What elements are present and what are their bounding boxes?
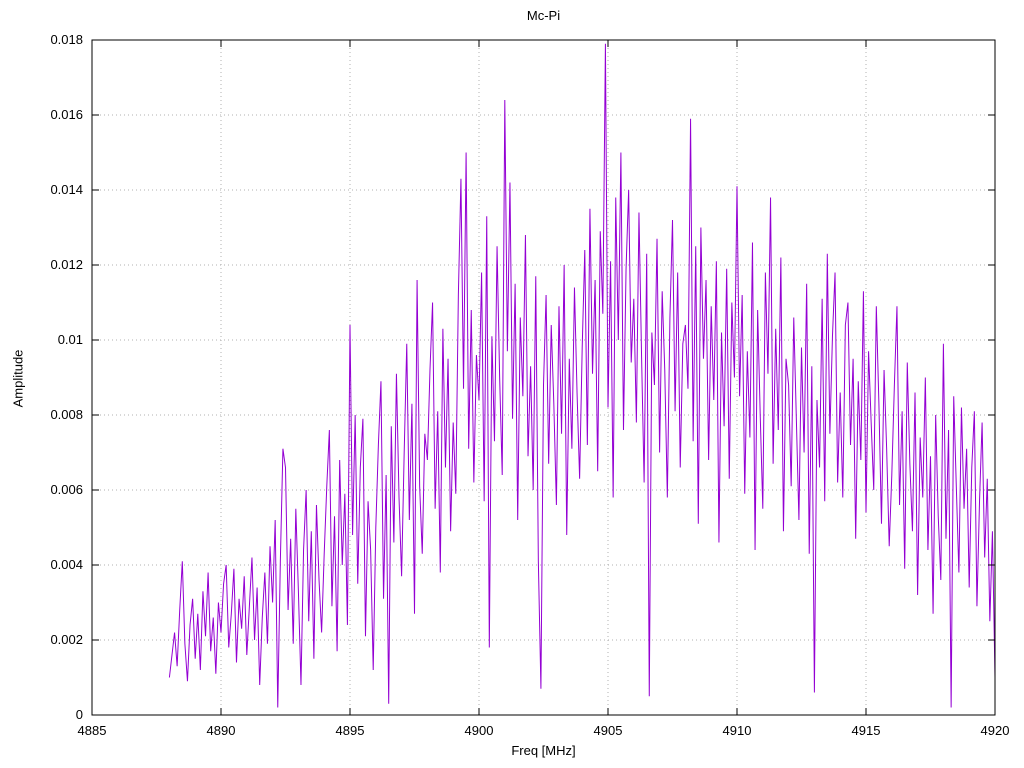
y-tick-label: 0.012 <box>50 257 83 272</box>
x-tick-label: 4900 <box>465 723 494 738</box>
y-tick-label: 0 <box>76 707 83 722</box>
y-tick-label: 0.01 <box>58 332 83 347</box>
x-tick-label: 4920 <box>981 723 1010 738</box>
chart-title: Mc-Pi <box>526 8 561 23</box>
data-line <box>168 43 996 708</box>
y-tick-label: 0.008 <box>50 407 83 422</box>
x-axis-label: Freq [MHz] <box>511 743 576 758</box>
plot-border <box>91 39 996 716</box>
x-tick-label: 4895 <box>336 723 365 738</box>
y-tick-label: 0.016 <box>50 107 83 122</box>
y-tick-label: 0.002 <box>50 632 83 647</box>
y-tick-label: 0.014 <box>50 182 83 197</box>
x-tick-label: 4905 <box>594 723 623 738</box>
x-tick-label: 4910 <box>723 723 752 738</box>
y-tick-label: 0.006 <box>50 482 83 497</box>
x-tick-label: 4915 <box>852 723 881 738</box>
y-axis-label: Amplitude <box>10 349 26 408</box>
y-tick-label: 0.004 <box>50 557 83 572</box>
x-tick-label: 4885 <box>78 723 107 738</box>
y-tick-label: 0.018 <box>50 32 83 47</box>
x-tick-label: 4890 <box>207 723 236 738</box>
